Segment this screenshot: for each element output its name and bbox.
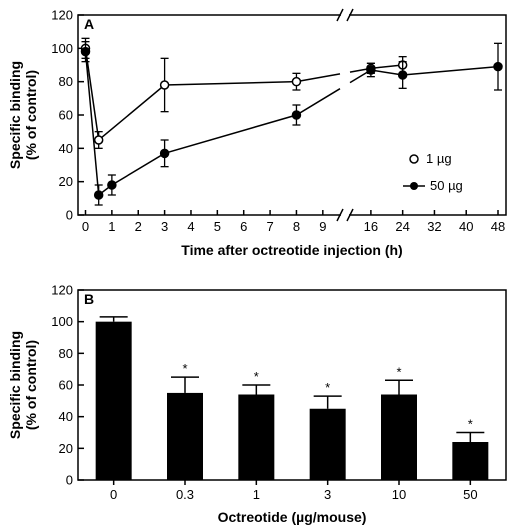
panel-b-letter: B [84,291,94,307]
y-tick-label: 120 [51,283,73,298]
series-1ug-point [291,76,302,87]
significance-marker: * [396,364,401,379]
panel-a-y-axis: 0 20 40 60 80 100 120 [51,8,84,223]
panel-a-y-title-line-2: (% of control) [23,70,39,160]
y-tick-label: 40 [59,409,73,424]
significance-marker: * [254,369,259,384]
axis-break-slash [346,8,354,22]
x-tick-label: 0 [110,487,117,502]
legend-label-1ug: 1 µg [426,151,452,166]
x-tick-label: 4 [187,219,194,234]
panel-b-y-title-line-1: Specific binding [7,331,23,439]
panel-a: A 0 20 40 60 80 100 120 0 1 2 3 4 5 6 7 8 9 16 24 32 40 48 1… [7,8,507,258]
y-tick-label: 120 [51,8,73,23]
panel-b-bars: 0 0.3 * 1 * 3 * 10 * 50 * [95,316,489,502]
panel-b-y-title-line-2: (% of control) [23,340,39,430]
y-tick-label: 40 [59,141,73,156]
x-tick-label: 7 [266,219,273,234]
axis-break-slash [346,208,354,222]
series-50ug-point [159,148,170,159]
y-tick-label: 0 [66,208,73,223]
x-tick-label: 1 [253,487,260,502]
series-50ug-point [93,190,104,200]
series-50ug-line [349,65,499,84]
panel-a-x-axis-title: Time after octreotide injection (h) [181,242,402,258]
x-tick-label: 32 [427,219,441,234]
x-tick-label: 1 [108,219,115,234]
y-tick-label: 20 [59,174,73,189]
x-tick-label: 3 [324,487,331,502]
x-tick-label: 50 [463,487,477,502]
x-tick-label: 6 [240,219,247,234]
panel-a-x-axis: 0 1 2 3 4 5 6 7 8 9 16 24 32 40 48 [82,210,505,234]
x-tick-label: 16 [364,219,378,234]
series-50ug-point [80,46,91,57]
bar [309,408,346,480]
panel-a-points [80,37,503,206]
x-tick-label: 40 [459,219,473,234]
panel-b-y-axis: 0 20 40 60 80 100 120 [51,283,84,488]
axis-break-gap [341,209,349,221]
axis-break-gap [341,9,349,21]
series-50ug-point [107,180,117,190]
y-tick-label: 80 [59,346,73,361]
y-tick-label: 80 [59,74,73,89]
series-50ug-line [84,51,341,197]
series-50ug-point [291,110,302,120]
panel-b-frame [77,289,507,481]
axis-break-slash [336,8,344,22]
panel-a-series-lines [84,48,499,197]
panel-b-x-axis-title: Octreotide (µg/mouse) [218,509,367,525]
series-50ug-point [397,70,408,80]
legend-marker-1ug [409,154,419,164]
x-tick-label: 8 [293,219,300,234]
y-tick-label: 60 [59,108,73,123]
x-tick-label: 5 [214,219,221,234]
y-tick-label: 20 [59,441,73,456]
x-tick-label: 48 [491,219,505,234]
legend-marker-50ug [410,182,418,190]
panel-a-letter: A [84,16,94,32]
significance-marker: * [182,361,187,376]
x-tick-label: 9 [319,219,326,234]
x-tick-label: 24 [395,219,409,234]
y-tick-label: 100 [51,41,73,56]
bar [381,394,417,480]
y-tick-label: 0 [66,473,73,488]
series-50ug-point [493,61,503,72]
y-tick-label: 100 [51,314,73,329]
significance-marker: * [468,417,473,432]
panel-a-y-axis-title: Specific binding (% of control) [7,61,39,169]
y-tick-label: 60 [59,378,73,393]
panel-a-y-title-line-1: Specific binding [7,61,23,169]
series-1ug-point [159,80,170,90]
axis-break-slash [336,208,344,222]
bar [238,394,275,480]
bar [452,442,489,480]
x-tick-label: 3 [161,219,168,234]
x-tick-label: 0 [82,219,89,234]
panel-a-axis-break [336,8,354,222]
x-tick-label: 0.3 [176,487,194,502]
panel-a-legend: 1 µg 50 µg [403,151,463,193]
bar [167,392,203,480]
series-1ug-line [84,48,341,142]
panel-b: B 0 20 40 60 80 100 120 0 0.3 * 1 * 3 * 10 * 50 * Octreo… [7,283,507,525]
x-tick-label: 10 [392,487,406,502]
significance-marker: * [325,380,330,395]
bar [95,321,132,480]
series-50ug-point [366,65,376,75]
x-tick-label: 2 [135,219,142,234]
legend-label-50ug: 50 µg [430,178,463,193]
panel-b-y-axis-title: Specific binding (% of control) [7,331,39,439]
series-1ug-point [93,135,104,145]
